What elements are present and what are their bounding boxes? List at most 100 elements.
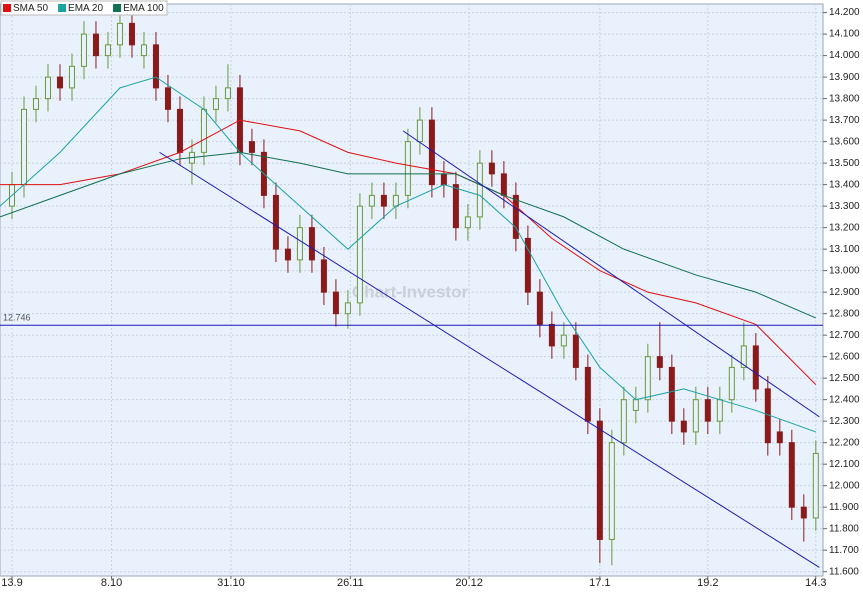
y-tick-label: 12.300: [829, 416, 860, 427]
candle-body: [20, 108, 27, 186]
candle-body: [392, 194, 399, 207]
candle-body: [32, 98, 39, 110]
legend-label: EMA 100: [123, 3, 164, 14]
candle-body: [560, 334, 567, 347]
candle-body: [212, 98, 219, 110]
legend: SMA 50 EMA 20 EMA 100: [0, 0, 168, 16]
candle-body: [536, 291, 543, 325]
candle-body: [476, 162, 483, 218]
candle-body: [692, 399, 699, 433]
candle-body: [140, 44, 147, 57]
y-tick-label: 12.000: [829, 480, 860, 491]
candle-body: [716, 399, 723, 422]
candle-body: [224, 87, 231, 100]
candle-body: [728, 366, 735, 401]
candle-body: [272, 194, 279, 250]
y-tick-label: 13.300: [829, 201, 860, 212]
candle-body: [644, 356, 651, 401]
candle-body: [596, 420, 603, 540]
candle-body: [776, 431, 783, 444]
horizontal-line-label: 12.746: [3, 313, 31, 323]
candle-body: [464, 216, 471, 229]
y-tick-label: 14.000: [829, 50, 860, 61]
y-tick-label: 12.700: [829, 330, 860, 341]
candle-body: [800, 506, 807, 519]
y-tick-label: 12.900: [829, 287, 860, 298]
y-tick-label: 14.100: [829, 29, 860, 40]
y-tick-label: 12.100: [829, 459, 860, 470]
x-tick-label: 19.2: [697, 577, 718, 589]
candle-body: [668, 366, 675, 422]
candle-body: [56, 76, 63, 89]
candle-body: [452, 184, 459, 229]
candle-body: [620, 399, 627, 444]
candle-body: [500, 173, 507, 196]
candle-body: [572, 334, 579, 368]
candle-body: [128, 22, 135, 46]
x-tick-label: 14.3: [805, 577, 826, 589]
candle-body: [344, 302, 351, 315]
candle-body: [92, 33, 99, 57]
candle-body: [332, 291, 339, 315]
candle-body: [608, 442, 615, 540]
candle-body: [812, 452, 819, 519]
candle-body: [404, 141, 411, 196]
candle-body: [164, 87, 171, 110]
watermark: Chart-Investor: [352, 282, 469, 301]
x-tick-label: 8.10: [101, 577, 122, 589]
plot-area: [0, 3, 824, 577]
candle-body: [308, 227, 315, 261]
candle-body: [80, 33, 87, 67]
candle-body: [248, 141, 255, 153]
candle-body: [320, 259, 327, 293]
y-tick-label: 11.900: [829, 502, 859, 513]
axes: 11.600 11.700 11.800 11.900 12.000 12.100 12.2…: [1, 7, 860, 589]
y-tick-label: 12.500: [829, 373, 860, 384]
candle-body: [524, 237, 531, 293]
candle-body: [44, 76, 51, 100]
candle-body: [680, 420, 687, 433]
candle-body: [584, 366, 591, 422]
x-tick-label: 20.12: [455, 577, 483, 589]
y-tick-label: 12.400: [829, 394, 860, 405]
ma-line: [0, 76, 816, 433]
y-tick-label: 11.600: [829, 566, 859, 577]
candle-body: [488, 162, 495, 175]
candle-body: [116, 22, 123, 46]
candle-body: [656, 356, 663, 368]
y-tick-label: 13.100: [829, 244, 860, 255]
candle-body: [176, 108, 183, 153]
y-tick-label: 13.700: [829, 115, 860, 126]
candle-body: [68, 65, 75, 89]
candle-body: [752, 345, 759, 390]
legend-swatch: [113, 4, 122, 12]
y-tick-label: 11.700: [829, 545, 859, 556]
candle-body: [788, 442, 795, 508]
y-tick-label: 11.800: [829, 523, 859, 534]
trend-line: [402, 130, 820, 418]
y-tick-label: 13.000: [829, 265, 860, 276]
ma-line: [0, 151, 816, 319]
legend-box: [0, 0, 168, 16]
legend-label: SMA 50: [13, 3, 48, 14]
legend-swatch: [58, 4, 67, 12]
candle-body: [440, 173, 447, 186]
candle-body: [548, 323, 555, 347]
candle-body: [356, 205, 363, 304]
x-tick-label: 26.11: [337, 577, 364, 589]
trend-line: [159, 151, 820, 568]
y-tick-label: 13.900: [829, 72, 860, 83]
candle-body: [740, 345, 747, 368]
candle-body: [200, 108, 207, 153]
y-tick-label: 13.600: [829, 136, 860, 147]
legend-swatch: [3, 4, 11, 12]
candle-body: [380, 194, 387, 207]
candle-body: [104, 44, 111, 57]
candle-body: [368, 194, 375, 207]
candle-body: [296, 227, 303, 261]
y-tick-label: 13.400: [829, 179, 860, 190]
x-tick-label: 31.10: [217, 577, 245, 589]
legend-label: EMA 20: [68, 3, 103, 14]
y-tick-label: 13.200: [829, 222, 860, 233]
